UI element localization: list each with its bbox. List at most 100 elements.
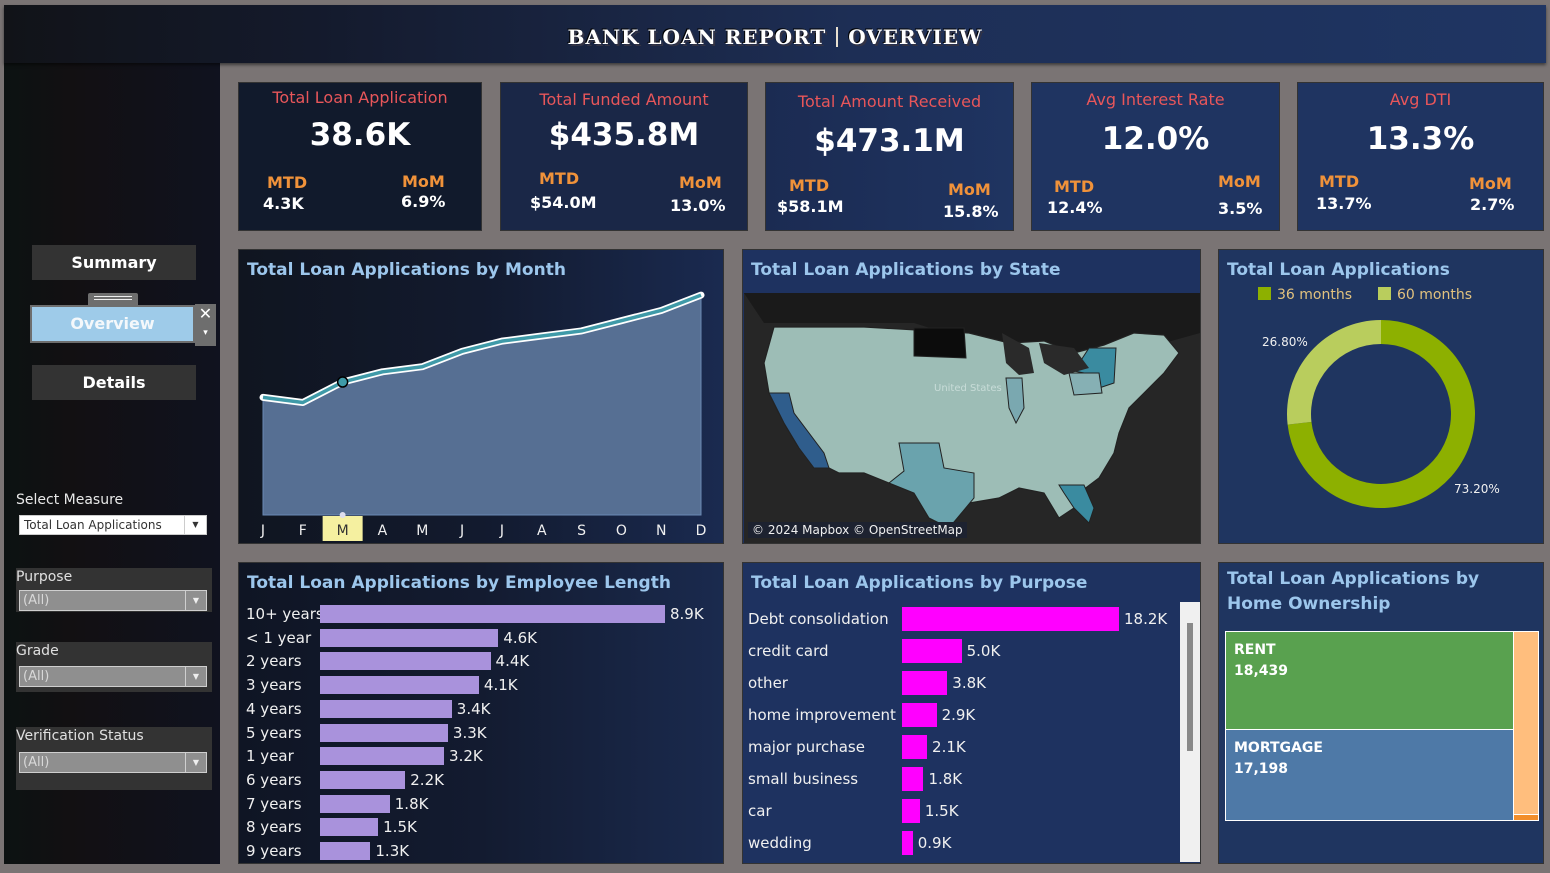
kpi-title: Avg Interest Rate xyxy=(1086,90,1225,109)
panel-applications-by-month: Total Loan Applications by Month J F M A M J J… xyxy=(238,249,724,544)
state-map[interactable]: United States © 2024 Mapbox © OpenStreet… xyxy=(744,293,1200,543)
select-measure-label: Select Measure xyxy=(16,492,124,508)
bar[interactable] xyxy=(902,799,920,823)
kpi-mtd-label: MTD xyxy=(789,176,830,195)
month-highlight xyxy=(322,516,363,541)
purpose-scrollbar[interactable] xyxy=(1180,602,1200,862)
bar[interactable] xyxy=(320,699,452,718)
donut-slice-60-months[interactable] xyxy=(1287,320,1381,425)
kpi-card-avg-interest-rate: Avg Interest Rate 12.0% MTD 12.4% MoM 3.… xyxy=(1031,82,1280,231)
chevron-down-icon[interactable]: ▼ xyxy=(185,591,206,610)
bar[interactable] xyxy=(902,639,962,663)
verification-select[interactable]: (All) ▼ xyxy=(19,752,207,773)
kpi-title: Avg DTI xyxy=(1389,90,1452,109)
bar[interactable] xyxy=(320,818,379,837)
legend-label: 36 months xyxy=(1277,287,1352,303)
bar[interactable] xyxy=(902,735,928,759)
x-tick-label[interactable]: M xyxy=(337,523,349,539)
bar-value-label: 4.1K xyxy=(483,676,518,695)
bar[interactable] xyxy=(320,628,499,647)
bar[interactable] xyxy=(902,703,937,727)
bar-value-label: 18.2K xyxy=(1124,610,1168,628)
grade-select[interactable]: (All) ▼ xyxy=(19,666,207,687)
chart-title: Total Loan Applications by Employee Leng… xyxy=(247,573,671,593)
scrollbar-thumb[interactable] xyxy=(1187,623,1193,751)
bar[interactable] xyxy=(320,676,479,695)
map-attribution[interactable]: © 2024 Mapbox © OpenStreetMap xyxy=(748,522,967,538)
bar[interactable] xyxy=(902,671,948,695)
donut-label-36: 73.20% xyxy=(1454,482,1500,496)
verification-status-filter: Verification Status (All) ▼ xyxy=(16,727,212,790)
nav-summary-button[interactable]: Summary xyxy=(32,245,196,280)
bar-category-label: 10+ years xyxy=(246,605,324,623)
bar[interactable] xyxy=(902,831,913,855)
bar[interactable] xyxy=(320,723,448,742)
kpi-value: $473.1M xyxy=(814,123,965,159)
treemap-value: 18,439 xyxy=(1234,663,1289,679)
data-point[interactable] xyxy=(336,376,349,388)
page-title: BANK LOAN REPORT OVERVIEW xyxy=(4,25,1546,49)
line-series xyxy=(262,293,702,405)
bar[interactable] xyxy=(902,607,1119,631)
kpi-mom-value: 6.9% xyxy=(401,192,446,211)
x-tick-label[interactable]: S xyxy=(577,523,586,539)
x-tick-label[interactable]: A xyxy=(378,523,388,539)
bar-category-label: 8 years xyxy=(246,818,302,837)
kpi-mom-value: 13.0% xyxy=(670,196,726,215)
bar[interactable] xyxy=(320,747,445,766)
panel-applications-by-term: Total Loan Applications 36 months 60 mon… xyxy=(1218,249,1544,544)
bar[interactable] xyxy=(320,770,406,789)
bar[interactable] xyxy=(902,767,924,791)
bar-value-label: 4.6K xyxy=(503,628,538,647)
bar[interactable] xyxy=(320,605,665,623)
kpi-mom-label: MoM xyxy=(1218,172,1261,191)
bar[interactable] xyxy=(320,842,371,860)
x-tick-label[interactable]: M xyxy=(416,523,428,539)
drag-handle-icon[interactable] xyxy=(88,293,138,305)
close-icon[interactable]: ✕ xyxy=(198,304,213,323)
nav-details-button[interactable]: Details xyxy=(32,365,196,400)
x-tick-label[interactable]: J xyxy=(260,523,265,539)
x-tick-label[interactable]: D xyxy=(696,523,707,539)
nav-overview-button[interactable]: Overview xyxy=(30,305,195,343)
donut-label-60: 26.80% xyxy=(1262,335,1308,349)
bar-value-label: 1.8K xyxy=(928,770,963,788)
treemap-cell-mortgage[interactable]: MORTGAGE 17,198 xyxy=(1226,730,1513,820)
kpi-value: 13.3% xyxy=(1366,121,1475,157)
measure-select[interactable]: Total Loan Applications ▼ xyxy=(19,515,207,535)
map-state-illinois xyxy=(1005,377,1025,425)
bar-value-label: 3.4K xyxy=(456,699,491,718)
x-tick-label[interactable]: A xyxy=(537,523,547,539)
x-tick-label[interactable]: F xyxy=(299,523,307,539)
legend-60-months[interactable]: 60 months xyxy=(1378,287,1472,303)
chevron-down-icon[interactable]: ▼ xyxy=(185,753,206,772)
treemap-cell-rent[interactable]: RENT 18,439 xyxy=(1226,632,1513,729)
bar-value-label: 2.1K xyxy=(932,738,966,756)
purpose-filter: Purpose (All) ▼ xyxy=(16,568,212,612)
home-ownership-treemap: RENT 18,439 MORTGAGE 17,198 xyxy=(1225,631,1539,821)
panel-applications-by-purpose: Total Loan Applications by Purpose Debt … xyxy=(742,562,1201,864)
x-tick-label[interactable]: O xyxy=(616,523,627,539)
bar[interactable] xyxy=(320,794,390,813)
bar-category-label: car xyxy=(748,802,772,820)
x-tick-label[interactable]: J xyxy=(459,523,464,539)
treemap-cell-own[interactable] xyxy=(1514,632,1538,814)
map-canada-region xyxy=(744,293,1200,363)
kpi-mtd-label: MTD xyxy=(267,173,308,192)
chevron-down-icon[interactable]: ▼ xyxy=(185,667,206,686)
x-tick-label[interactable]: N xyxy=(656,523,666,539)
bar-category-label: wedding xyxy=(748,834,812,852)
map-lake-michigan xyxy=(1002,333,1034,375)
chevron-down-icon[interactable]: ▼ xyxy=(184,516,206,534)
chevron-down-icon[interactable]: ▾ xyxy=(203,328,208,338)
purpose-select[interactable]: (All) ▼ xyxy=(19,590,207,611)
treemap-cell-other[interactable] xyxy=(1514,815,1538,820)
x-tick-label[interactable]: J xyxy=(499,523,504,539)
legend-36-months[interactable]: 36 months xyxy=(1258,287,1352,303)
bar-category-label: home improvement xyxy=(748,706,896,724)
bar[interactable] xyxy=(320,652,491,671)
chart-title: Total Loan Applications by State xyxy=(751,260,1061,280)
grade-filter: Grade (All) ▼ xyxy=(16,642,212,692)
kpi-title: Total Funded Amount xyxy=(539,90,709,109)
